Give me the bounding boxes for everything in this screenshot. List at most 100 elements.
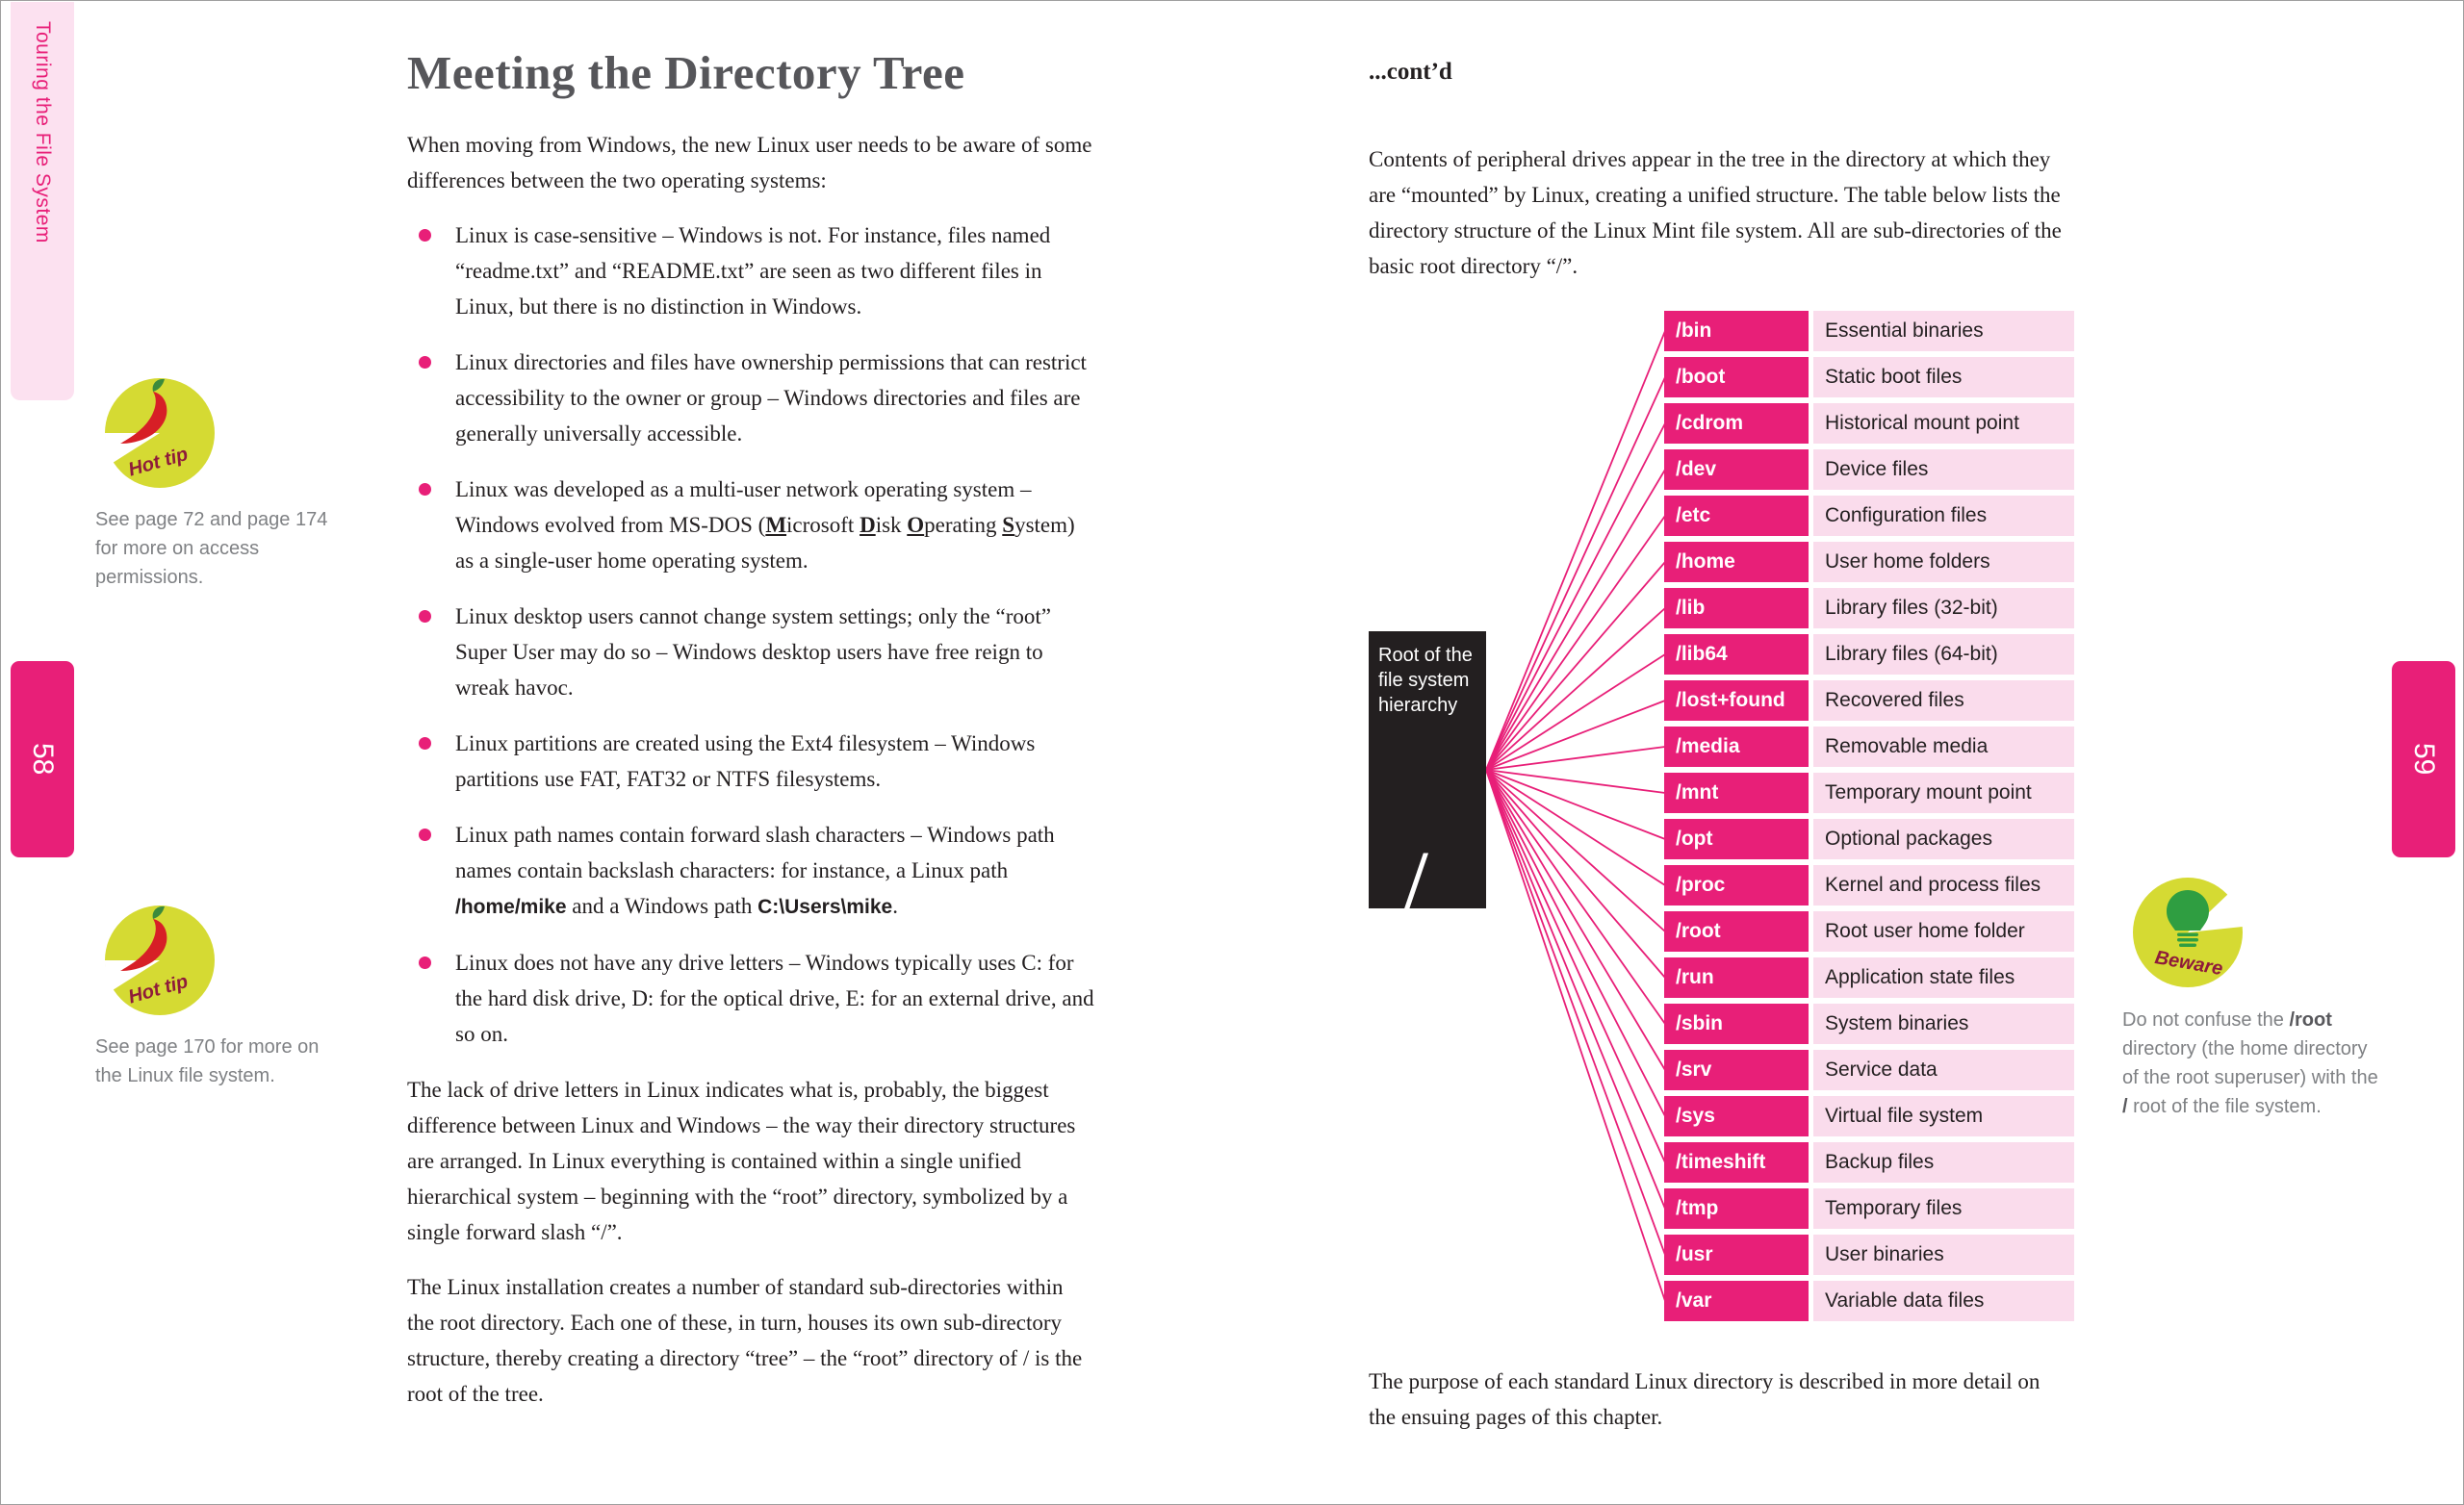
paragraph: The lack of drive letters in Linux indic… — [407, 1078, 1076, 1244]
bullet-icon — [419, 610, 431, 623]
directory-description: Application state files — [1813, 957, 2074, 998]
directory-name: /tmp — [1664, 1188, 1809, 1229]
chili-pepper-icon — [120, 919, 167, 971]
directory-description: Historical mount point — [1813, 403, 2074, 444]
directory-name: /boot — [1664, 357, 1809, 397]
bullet-item: Linux does not have any drive letters – … — [407, 945, 1095, 1052]
bullet-text: Linux does not have any drive letters – … — [455, 951, 1094, 1046]
directory-row: /var Variable data files — [1664, 1281, 2074, 1321]
directory-name: /cdrom — [1664, 403, 1809, 444]
directory-name: /etc — [1664, 496, 1809, 536]
bullet-text: Linux path names contain forward slash c… — [455, 823, 1055, 918]
chapter-tab-label: Touring the File System — [32, 21, 54, 243]
directory-row: /lib Library files (32-bit) — [1664, 588, 2074, 628]
directory-name: /mnt — [1664, 773, 1809, 813]
bullet-text: Linux was developed as a multi-user netw… — [455, 477, 1075, 573]
directory-name: /var — [1664, 1281, 1809, 1321]
note-text: See page 170 for more on the Linux file … — [95, 1036, 320, 1086]
directory-row: /root Root user home folder — [1664, 911, 2074, 952]
directory-description: Library files (32-bit) — [1813, 588, 2074, 628]
light-bulb-icon — [2167, 890, 2209, 931]
hot-tip-note-2: Hot tip See page 170 for more on the Lin… — [95, 902, 344, 1090]
directory-name: /media — [1664, 727, 1809, 767]
left-page: Meeting the Directory Tree When moving f… — [407, 45, 1095, 1431]
directory-name: /sys — [1664, 1096, 1809, 1136]
hot-tip-icon: Hot tip — [104, 378, 215, 488]
directory-description: Service data — [1813, 1050, 2074, 1090]
bullet-text: Linux directories and files have ownersh… — [455, 350, 1087, 446]
directory-description: Removable media — [1813, 727, 2074, 767]
note-text: See page 72 and page 174 for more on acc… — [95, 509, 328, 588]
directory-description: User binaries — [1813, 1235, 2074, 1275]
directory-description: Kernel and process files — [1813, 865, 2074, 906]
hot-tip-note-1: Hot tip See page 72 and page 174 for mor… — [95, 374, 344, 592]
directory-row: /dev Device files — [1664, 449, 2074, 490]
root-slash: / — [1399, 830, 1429, 945]
bullet-text: Linux is case-sensitive – Windows is not… — [455, 223, 1051, 319]
directory-row: /boot Static boot files — [1664, 357, 2074, 397]
directory-row: /sys Virtual file system — [1664, 1096, 2074, 1136]
hot-tip-icon: Hot tip — [104, 906, 215, 1015]
bullet-item: Linux partitions are created using the E… — [407, 726, 1095, 797]
directory-row: /media Removable media — [1664, 727, 2074, 767]
directory-description: Root user home folder — [1813, 911, 2074, 952]
directory-description: Configuration files — [1813, 496, 2074, 536]
directory-description: Backup files — [1813, 1142, 2074, 1183]
bullet-text: Linux partitions are created using the E… — [455, 731, 1036, 791]
fan-lines — [1485, 330, 1666, 1302]
beware-icon: Beware — [2133, 878, 2243, 987]
directory-description: Virtual file system — [1813, 1096, 2074, 1136]
directory-description: Essential binaries — [1813, 311, 2074, 351]
directory-row: /opt Optional packages — [1664, 819, 2074, 859]
bullet-icon — [419, 737, 431, 750]
bullet-icon — [419, 483, 431, 496]
directory-row: /tmp Temporary files — [1664, 1188, 2074, 1229]
bullet-item: Linux desktop users cannot change system… — [407, 599, 1095, 705]
chili-pepper-icon — [120, 392, 167, 444]
directory-description: Variable data files — [1813, 1281, 2074, 1321]
directory-row: /proc Kernel and process files — [1664, 865, 2074, 906]
directory-row: /timeshift Backup files — [1664, 1142, 2074, 1183]
page-number-right: 59 — [2392, 661, 2455, 857]
directory-table: /bin Essential binaries/boot Static boot f… — [1664, 311, 2074, 1327]
directory-row: /srv Service data — [1664, 1050, 2074, 1090]
bullet-list: Linux is case-sensitive – Windows is not… — [407, 217, 1095, 1052]
directory-name: /lib — [1664, 588, 1809, 628]
directory-row: /cdrom Historical mount point — [1664, 403, 2074, 444]
directory-description: Device files — [1813, 449, 2074, 490]
directory-name: /run — [1664, 957, 1809, 998]
bullet-item: Linux directories and files have ownersh… — [407, 344, 1095, 451]
intro-paragraph: When moving from Windows, the new Linux … — [407, 133, 1092, 192]
directory-name: /proc — [1664, 865, 1809, 906]
outro-paragraph: The purpose of each standard Linux direc… — [1369, 1369, 2040, 1429]
directory-name: /home — [1664, 542, 1809, 582]
directory-description: Library files (64-bit) — [1813, 634, 2074, 675]
directory-row: /etc Configuration files — [1664, 496, 2074, 536]
directory-row: /run Application state files — [1664, 957, 2074, 998]
page-number-left: 58 — [11, 661, 74, 857]
paragraph: The Linux installation creates a number … — [407, 1275, 1083, 1406]
directory-row: /usr User binaries — [1664, 1235, 2074, 1275]
directory-name: /bin — [1664, 311, 1809, 351]
directory-name: /timeshift — [1664, 1142, 1809, 1183]
directory-name: /sbin — [1664, 1004, 1809, 1044]
directory-row: /mnt Temporary mount point — [1664, 773, 2074, 813]
bullet-icon — [419, 957, 431, 969]
directory-name: /lost+found — [1664, 680, 1809, 721]
directory-description: Recovered files — [1813, 680, 2074, 721]
root-box-label: Root of the file system hierarchy — [1378, 645, 1473, 716]
bullet-item: Linux is case-sensitive – Windows is not… — [407, 217, 1095, 324]
directory-description: Optional packages — [1813, 819, 2074, 859]
bullet-item: Linux path names contain forward slash c… — [407, 817, 1095, 925]
directory-description: User home folders — [1813, 542, 2074, 582]
directory-row: /home User home folders — [1664, 542, 2074, 582]
directory-name: /opt — [1664, 819, 1809, 859]
directory-name: /root — [1664, 911, 1809, 952]
directory-tree-diagram: Root of the file system hierarchy / /bin… — [1369, 290, 2081, 1334]
note-text: Do not confuse the /root directory (the … — [2122, 1009, 2378, 1117]
directory-row: /lib64 Library files (64-bit) — [1664, 634, 2074, 675]
directory-description: System binaries — [1813, 1004, 2074, 1044]
directory-name: /dev — [1664, 449, 1809, 490]
right-intro-paragraph: Contents of peripheral drives appear in … — [1369, 147, 2062, 278]
